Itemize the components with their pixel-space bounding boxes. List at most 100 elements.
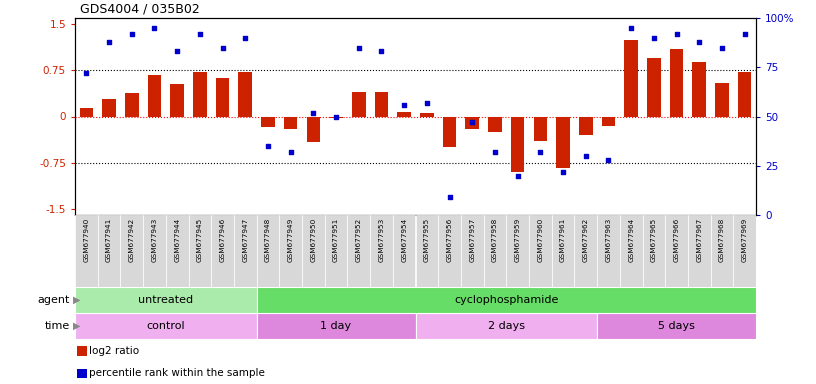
- Text: 1 day: 1 day: [321, 321, 352, 331]
- Bar: [238, 71, 252, 116]
- Text: GSM677949: GSM677949: [288, 218, 294, 262]
- Text: GSM677961: GSM677961: [560, 218, 566, 262]
- Text: untreated: untreated: [138, 295, 193, 305]
- Bar: [75, 215, 98, 287]
- Bar: [534, 116, 548, 141]
- Text: GSM677969: GSM677969: [742, 218, 747, 262]
- Bar: [79, 109, 93, 116]
- Bar: [420, 113, 433, 116]
- Point: [80, 70, 93, 76]
- Bar: [188, 215, 211, 287]
- Bar: [234, 215, 256, 287]
- Bar: [193, 72, 206, 116]
- Text: GSM677950: GSM677950: [310, 218, 317, 262]
- Point: [716, 45, 729, 51]
- Text: GSM677944: GSM677944: [174, 218, 180, 262]
- Bar: [693, 62, 706, 116]
- Bar: [506, 215, 529, 287]
- Bar: [261, 116, 275, 127]
- Bar: [620, 215, 642, 287]
- Text: GSM677940: GSM677940: [83, 218, 89, 262]
- Bar: [529, 215, 552, 287]
- Bar: [211, 215, 234, 287]
- Bar: [352, 92, 366, 116]
- Bar: [375, 92, 388, 116]
- Bar: [642, 215, 665, 287]
- Bar: [143, 215, 166, 287]
- Bar: [348, 215, 370, 287]
- Text: GSM677967: GSM677967: [696, 218, 703, 262]
- Bar: [574, 215, 597, 287]
- Text: 5 days: 5 days: [659, 321, 695, 331]
- Point: [307, 109, 320, 116]
- Bar: [665, 215, 688, 287]
- Text: GSM677955: GSM677955: [424, 218, 430, 262]
- Bar: [415, 215, 438, 287]
- Text: GSM677960: GSM677960: [538, 218, 543, 262]
- Point: [624, 25, 637, 31]
- Text: GSM677963: GSM677963: [605, 218, 611, 262]
- Bar: [125, 93, 139, 116]
- Bar: [461, 215, 484, 287]
- Text: GSM677965: GSM677965: [651, 218, 657, 262]
- Text: ▶: ▶: [73, 295, 81, 305]
- Bar: [552, 215, 574, 287]
- Bar: [284, 116, 298, 129]
- Text: 2 days: 2 days: [488, 321, 525, 331]
- Bar: [484, 215, 506, 287]
- Text: GSM677957: GSM677957: [469, 218, 475, 262]
- Text: GSM677954: GSM677954: [401, 218, 407, 262]
- Bar: [325, 215, 348, 287]
- Bar: [171, 84, 184, 116]
- Bar: [557, 116, 570, 167]
- Point: [693, 38, 706, 45]
- Point: [511, 172, 524, 179]
- Bar: [597, 313, 756, 339]
- Point: [602, 157, 615, 163]
- Point: [330, 113, 343, 119]
- Text: log2 ratio: log2 ratio: [89, 346, 139, 356]
- Text: agent: agent: [38, 295, 70, 305]
- Point: [216, 45, 229, 51]
- Text: GSM677943: GSM677943: [152, 218, 157, 262]
- Text: GSM677959: GSM677959: [515, 218, 521, 262]
- Text: time: time: [45, 321, 70, 331]
- Bar: [438, 215, 461, 287]
- Text: GSM677947: GSM677947: [242, 218, 248, 262]
- Point: [375, 48, 388, 55]
- Point: [534, 149, 547, 155]
- Bar: [647, 58, 661, 116]
- Bar: [670, 49, 683, 116]
- Text: ▶: ▶: [73, 321, 81, 331]
- Point: [353, 45, 366, 51]
- Bar: [98, 215, 121, 287]
- Bar: [511, 116, 525, 172]
- Bar: [715, 83, 729, 116]
- Bar: [121, 215, 143, 287]
- Bar: [256, 287, 756, 313]
- Point: [466, 119, 479, 126]
- Bar: [166, 215, 188, 287]
- Bar: [579, 116, 592, 135]
- Text: GSM677941: GSM677941: [106, 218, 112, 262]
- Point: [443, 194, 456, 200]
- Bar: [415, 313, 597, 339]
- Text: GSM677958: GSM677958: [492, 218, 498, 262]
- Point: [579, 153, 592, 159]
- Point: [647, 35, 660, 41]
- Bar: [102, 99, 116, 116]
- Text: GSM677968: GSM677968: [719, 218, 725, 262]
- Text: GDS4004 / 035B02: GDS4004 / 035B02: [80, 3, 200, 16]
- Point: [261, 143, 274, 149]
- Text: GSM677964: GSM677964: [628, 218, 634, 262]
- Point: [148, 25, 161, 31]
- Point: [397, 102, 410, 108]
- Bar: [370, 215, 392, 287]
- Point: [103, 38, 116, 45]
- Point: [489, 149, 502, 155]
- Bar: [688, 215, 711, 287]
- Bar: [279, 215, 302, 287]
- Bar: [465, 116, 479, 129]
- Bar: [488, 116, 502, 132]
- Point: [239, 35, 252, 41]
